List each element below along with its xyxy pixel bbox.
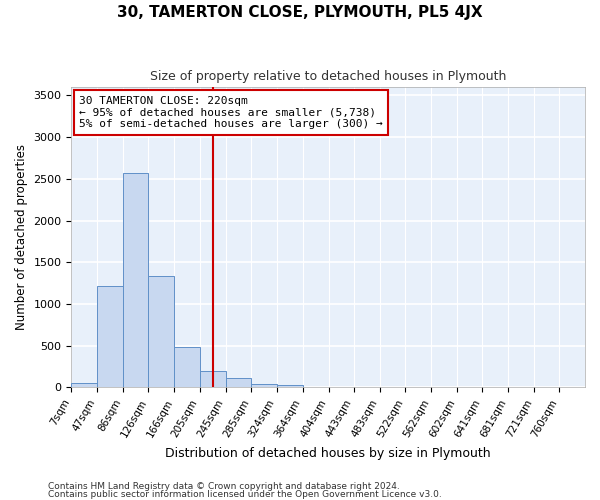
- Y-axis label: Number of detached properties: Number of detached properties: [15, 144, 28, 330]
- Bar: [200, 371, 226, 388]
- Text: 30 TAMERTON CLOSE: 220sqm
← 95% of detached houses are smaller (5,738)
5% of sem: 30 TAMERTON CLOSE: 220sqm ← 95% of detac…: [79, 96, 383, 129]
- Bar: [175, 346, 200, 388]
- Text: Contains public sector information licensed under the Open Government Licence v3: Contains public sector information licen…: [48, 490, 442, 499]
- Bar: [71, 384, 97, 388]
- Bar: [148, 276, 175, 388]
- Text: Contains HM Land Registry data © Crown copyright and database right 2024.: Contains HM Land Registry data © Crown c…: [48, 482, 400, 491]
- Bar: [251, 384, 277, 388]
- Bar: [97, 286, 122, 388]
- Title: Size of property relative to detached houses in Plymouth: Size of property relative to detached ho…: [150, 70, 506, 83]
- Bar: [122, 173, 148, 388]
- Bar: [302, 386, 329, 388]
- Bar: [277, 386, 302, 388]
- Text: 30, TAMERTON CLOSE, PLYMOUTH, PL5 4JX: 30, TAMERTON CLOSE, PLYMOUTH, PL5 4JX: [117, 5, 483, 20]
- X-axis label: Distribution of detached houses by size in Plymouth: Distribution of detached houses by size …: [166, 447, 491, 460]
- Bar: [226, 378, 251, 388]
